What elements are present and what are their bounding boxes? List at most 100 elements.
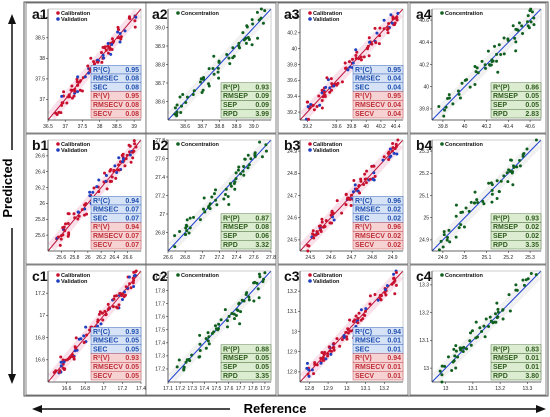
panel-c3: 12.8 12.9 13 13.1 13.2 12.8 12.9 13 13.1 13.2 c3 Ca… [277, 264, 409, 396]
concentration-point [242, 173, 246, 177]
concentration-point [208, 202, 212, 206]
concentration-point [459, 223, 463, 227]
panel-title: b2 [152, 137, 169, 153]
x-tick-label: 25.6 [56, 255, 66, 261]
concentration-point [225, 52, 229, 56]
calibration-point [357, 57, 361, 61]
concentration-point [497, 190, 501, 194]
concentration-point [227, 56, 231, 60]
x-tick-label: 24.5 [305, 255, 315, 261]
calibration-point [347, 60, 351, 64]
calibration-point [306, 244, 310, 248]
concentration-point [234, 171, 238, 175]
x-tick-label: 38.7 [197, 124, 207, 130]
calibration-point [328, 90, 332, 94]
legend-marker [56, 142, 60, 146]
x-tick-label: 13.2 [379, 386, 389, 392]
x-tick-label: 39.8 [347, 124, 357, 130]
calibration-point [124, 285, 128, 289]
validation-point [390, 21, 394, 25]
calibration-point [92, 186, 96, 190]
stats-label: RMSECV [93, 364, 123, 371]
stats-label: SECV [355, 111, 374, 118]
calibration-point [366, 44, 370, 48]
concentration-point [502, 174, 506, 178]
regression-line [431, 139, 542, 252]
y-tick-label: 40.4 [419, 40, 429, 46]
calibration-point [378, 293, 382, 297]
concentration-point [236, 168, 240, 172]
stats-value: 0.94 [387, 329, 401, 336]
concentration-point [212, 72, 216, 76]
stats-label: SEC [355, 215, 369, 222]
stats-row-bg [90, 371, 142, 381]
concentration-point [217, 322, 221, 326]
concentration-point [487, 63, 491, 67]
concentration-point [526, 14, 530, 18]
validation-point [122, 290, 126, 294]
stats-value: 3.35 [525, 242, 539, 249]
stats-value: 0.87 [255, 215, 269, 222]
y-tick-label: 16.8 [35, 335, 45, 341]
legend-label: Validation [313, 148, 340, 154]
regression-line [299, 8, 404, 121]
validation-point [76, 90, 80, 94]
panel-title: c4 [416, 268, 432, 284]
scatter-points [437, 7, 536, 118]
validation-point [383, 288, 387, 292]
concentration-point [190, 353, 194, 357]
stats-value: 0.94 [387, 355, 401, 362]
validation-point [385, 284, 389, 288]
concentration-point [468, 339, 472, 343]
stats-value: 0.08 [255, 224, 269, 231]
calibration-point [343, 66, 347, 70]
concentration-point [521, 152, 525, 156]
calibration-point [70, 88, 74, 92]
validation-point [116, 30, 120, 34]
concentration-point [207, 335, 211, 339]
concentration-point [457, 92, 461, 96]
concentration-point [460, 81, 464, 85]
calibration-point [124, 157, 128, 161]
y-tick-label: 13.1 [287, 309, 297, 315]
stats-value: 0.05 [125, 373, 139, 380]
concentration-point [263, 271, 267, 275]
validation-point [128, 153, 132, 157]
calibration-point [396, 138, 400, 142]
calibration-point [338, 344, 342, 348]
stats-label: SEP [493, 233, 507, 240]
calibration-point [131, 156, 135, 160]
calibration-point [395, 18, 399, 22]
y-tick-label: 40 [291, 46, 297, 52]
legend-label: Validation [313, 279, 340, 285]
x-axis-title: Reference [244, 401, 307, 416]
calibration-point [86, 64, 90, 68]
concentration-point [232, 317, 236, 321]
stats-label: RMSEP [223, 224, 248, 231]
stats-value: 0.07 [125, 215, 139, 222]
regression-line [431, 270, 542, 383]
y-tick-label: 26.2 [35, 185, 45, 191]
calibration-point [373, 293, 377, 297]
calibration-point [67, 212, 71, 216]
calibration-point [395, 15, 399, 19]
calibration-point [321, 95, 325, 99]
stats-row-bg [352, 108, 404, 119]
stats-label: RMSEC [93, 207, 118, 214]
stats-value: 0.96 [387, 224, 401, 231]
concentration-point [458, 346, 462, 350]
calibration-point [324, 219, 328, 223]
legend-marker [176, 142, 180, 146]
concentration-point [475, 66, 479, 70]
x-tick-label: 13.1 [361, 386, 371, 392]
concentration-point [184, 232, 188, 236]
calibration-point [306, 249, 310, 253]
validation-point [95, 185, 99, 189]
calibration-point [82, 341, 86, 345]
concentration-point [444, 105, 448, 109]
calibration-point [346, 327, 350, 331]
concentration-point [525, 147, 529, 151]
stats-value: 0.95 [125, 93, 139, 100]
